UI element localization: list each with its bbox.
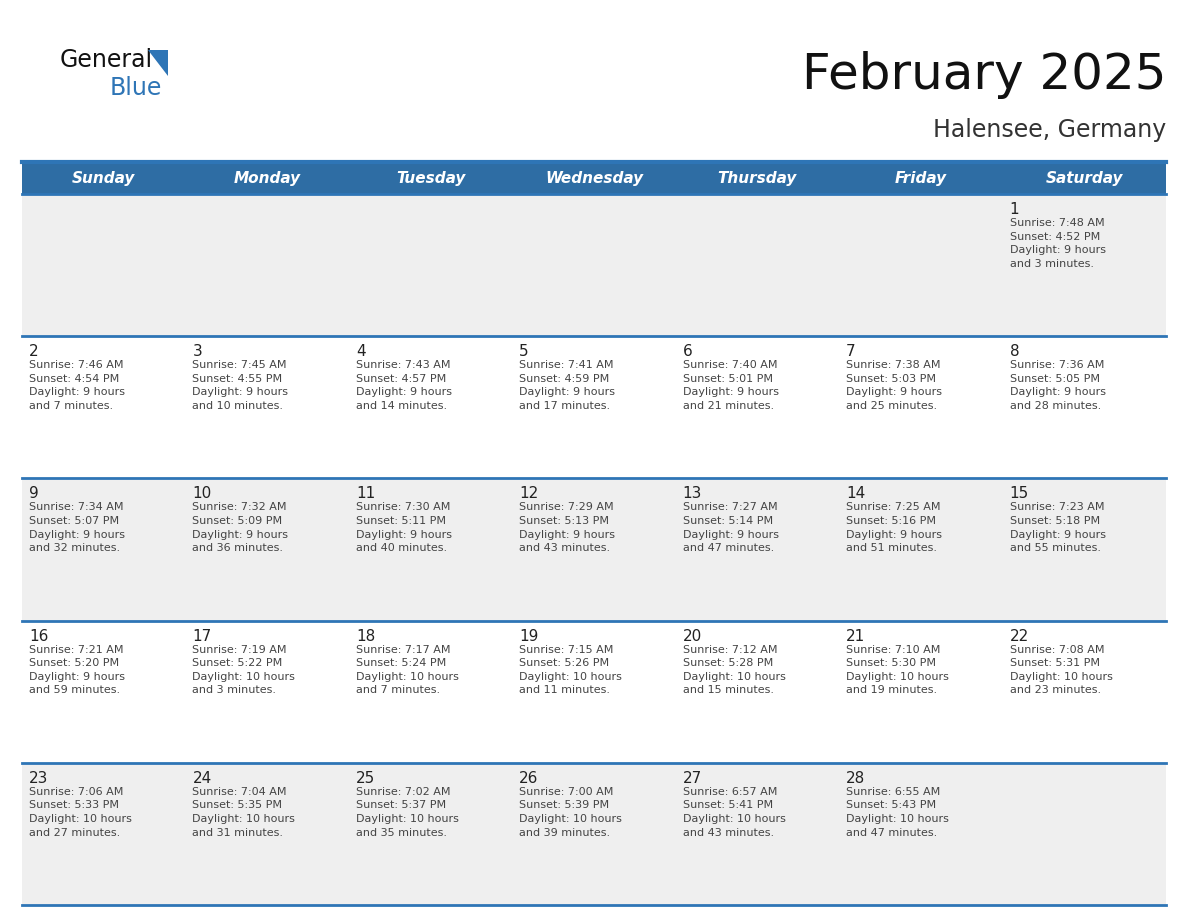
Text: Sunrise: 7:32 AM
Sunset: 5:09 PM
Daylight: 9 hours
and 36 minutes.: Sunrise: 7:32 AM Sunset: 5:09 PM Dayligh… (192, 502, 289, 554)
Text: Sunrise: 7:25 AM
Sunset: 5:16 PM
Daylight: 9 hours
and 51 minutes.: Sunrise: 7:25 AM Sunset: 5:16 PM Dayligh… (846, 502, 942, 554)
Text: Tuesday: Tuesday (396, 171, 466, 185)
Text: 12: 12 (519, 487, 538, 501)
Text: 11: 11 (356, 487, 375, 501)
Text: 2: 2 (29, 344, 39, 359)
Text: 21: 21 (846, 629, 865, 644)
Text: 4: 4 (356, 344, 366, 359)
Text: February 2025: February 2025 (802, 51, 1165, 99)
Text: 3: 3 (192, 344, 202, 359)
Text: Sunrise: 7:00 AM
Sunset: 5:39 PM
Daylight: 10 hours
and 39 minutes.: Sunrise: 7:00 AM Sunset: 5:39 PM Dayligh… (519, 787, 623, 837)
Text: 15: 15 (1010, 487, 1029, 501)
Text: Sunrise: 7:23 AM
Sunset: 5:18 PM
Daylight: 9 hours
and 55 minutes.: Sunrise: 7:23 AM Sunset: 5:18 PM Dayligh… (1010, 502, 1106, 554)
Text: 20: 20 (683, 629, 702, 644)
Text: Sunrise: 7:17 AM
Sunset: 5:24 PM
Daylight: 10 hours
and 7 minutes.: Sunrise: 7:17 AM Sunset: 5:24 PM Dayligh… (356, 644, 459, 696)
Text: 14: 14 (846, 487, 865, 501)
Text: 24: 24 (192, 771, 211, 786)
Text: Thursday: Thursday (718, 171, 797, 185)
Text: 18: 18 (356, 629, 375, 644)
Text: Sunrise: 7:34 AM
Sunset: 5:07 PM
Daylight: 9 hours
and 32 minutes.: Sunrise: 7:34 AM Sunset: 5:07 PM Dayligh… (29, 502, 125, 554)
Text: 23: 23 (29, 771, 49, 786)
Text: Sunrise: 6:55 AM
Sunset: 5:43 PM
Daylight: 10 hours
and 47 minutes.: Sunrise: 6:55 AM Sunset: 5:43 PM Dayligh… (846, 787, 949, 837)
Text: 26: 26 (519, 771, 538, 786)
Text: 6: 6 (683, 344, 693, 359)
Text: 7: 7 (846, 344, 855, 359)
Text: Sunrise: 7:21 AM
Sunset: 5:20 PM
Daylight: 9 hours
and 59 minutes.: Sunrise: 7:21 AM Sunset: 5:20 PM Dayligh… (29, 644, 125, 696)
Text: 16: 16 (29, 629, 49, 644)
Text: Monday: Monday (234, 171, 301, 185)
Text: Sunrise: 7:45 AM
Sunset: 4:55 PM
Daylight: 9 hours
and 10 minutes.: Sunrise: 7:45 AM Sunset: 4:55 PM Dayligh… (192, 360, 289, 411)
Text: Sunrise: 7:43 AM
Sunset: 4:57 PM
Daylight: 9 hours
and 14 minutes.: Sunrise: 7:43 AM Sunset: 4:57 PM Dayligh… (356, 360, 451, 411)
Text: Sunrise: 7:29 AM
Sunset: 5:13 PM
Daylight: 9 hours
and 43 minutes.: Sunrise: 7:29 AM Sunset: 5:13 PM Dayligh… (519, 502, 615, 554)
Bar (23, 336, 1165, 478)
Text: Sunrise: 7:36 AM
Sunset: 5:05 PM
Daylight: 9 hours
and 28 minutes.: Sunrise: 7:36 AM Sunset: 5:05 PM Dayligh… (1010, 360, 1106, 411)
Text: Sunrise: 7:27 AM
Sunset: 5:14 PM
Daylight: 9 hours
and 47 minutes.: Sunrise: 7:27 AM Sunset: 5:14 PM Dayligh… (683, 502, 778, 554)
Text: Sunrise: 7:48 AM
Sunset: 4:52 PM
Daylight: 9 hours
and 3 minutes.: Sunrise: 7:48 AM Sunset: 4:52 PM Dayligh… (1010, 218, 1106, 269)
Text: 17: 17 (192, 629, 211, 644)
Text: Sunrise: 7:46 AM
Sunset: 4:54 PM
Daylight: 9 hours
and 7 minutes.: Sunrise: 7:46 AM Sunset: 4:54 PM Dayligh… (29, 360, 125, 411)
Text: 28: 28 (846, 771, 865, 786)
Text: 8: 8 (1010, 344, 1019, 359)
Text: General: General (61, 48, 153, 72)
Text: Sunrise: 6:57 AM
Sunset: 5:41 PM
Daylight: 10 hours
and 43 minutes.: Sunrise: 6:57 AM Sunset: 5:41 PM Dayligh… (683, 787, 785, 837)
Text: 1: 1 (1010, 202, 1019, 217)
Text: Sunrise: 7:15 AM
Sunset: 5:26 PM
Daylight: 10 hours
and 11 minutes.: Sunrise: 7:15 AM Sunset: 5:26 PM Dayligh… (519, 644, 623, 696)
Text: Halensee, Germany: Halensee, Germany (933, 118, 1165, 142)
Bar (23, 162, 1165, 194)
Text: Sunrise: 7:04 AM
Sunset: 5:35 PM
Daylight: 10 hours
and 31 minutes.: Sunrise: 7:04 AM Sunset: 5:35 PM Dayligh… (192, 787, 296, 837)
Text: Sunrise: 7:10 AM
Sunset: 5:30 PM
Daylight: 10 hours
and 19 minutes.: Sunrise: 7:10 AM Sunset: 5:30 PM Dayligh… (846, 644, 949, 696)
Text: 9: 9 (29, 487, 39, 501)
Text: Sunrise: 7:19 AM
Sunset: 5:22 PM
Daylight: 10 hours
and 3 minutes.: Sunrise: 7:19 AM Sunset: 5:22 PM Dayligh… (192, 644, 296, 696)
Text: Sunrise: 7:40 AM
Sunset: 5:01 PM
Daylight: 9 hours
and 21 minutes.: Sunrise: 7:40 AM Sunset: 5:01 PM Dayligh… (683, 360, 778, 411)
Text: Wednesday: Wednesday (545, 171, 643, 185)
Text: Saturday: Saturday (1045, 171, 1123, 185)
Text: 25: 25 (356, 771, 375, 786)
Bar (23, 478, 1165, 621)
Text: 10: 10 (192, 487, 211, 501)
Bar (23, 621, 1165, 763)
Bar (23, 194, 1165, 336)
Bar (23, 763, 1165, 905)
Text: Sunrise: 7:12 AM
Sunset: 5:28 PM
Daylight: 10 hours
and 15 minutes.: Sunrise: 7:12 AM Sunset: 5:28 PM Dayligh… (683, 644, 785, 696)
Text: Sunrise: 7:30 AM
Sunset: 5:11 PM
Daylight: 9 hours
and 40 minutes.: Sunrise: 7:30 AM Sunset: 5:11 PM Dayligh… (356, 502, 451, 554)
Text: 5: 5 (519, 344, 529, 359)
Text: 13: 13 (683, 487, 702, 501)
Text: Sunrise: 7:41 AM
Sunset: 4:59 PM
Daylight: 9 hours
and 17 minutes.: Sunrise: 7:41 AM Sunset: 4:59 PM Dayligh… (519, 360, 615, 411)
Text: Sunday: Sunday (72, 171, 135, 185)
Text: 19: 19 (519, 629, 538, 644)
Text: Sunrise: 7:02 AM
Sunset: 5:37 PM
Daylight: 10 hours
and 35 minutes.: Sunrise: 7:02 AM Sunset: 5:37 PM Dayligh… (356, 787, 459, 837)
Text: 27: 27 (683, 771, 702, 786)
Text: Friday: Friday (895, 171, 947, 185)
Text: Sunrise: 7:08 AM
Sunset: 5:31 PM
Daylight: 10 hours
and 23 minutes.: Sunrise: 7:08 AM Sunset: 5:31 PM Dayligh… (1010, 644, 1112, 696)
Text: Sunrise: 7:06 AM
Sunset: 5:33 PM
Daylight: 10 hours
and 27 minutes.: Sunrise: 7:06 AM Sunset: 5:33 PM Dayligh… (29, 787, 132, 837)
Text: Blue: Blue (110, 76, 163, 100)
Text: Sunrise: 7:38 AM
Sunset: 5:03 PM
Daylight: 9 hours
and 25 minutes.: Sunrise: 7:38 AM Sunset: 5:03 PM Dayligh… (846, 360, 942, 411)
Text: 22: 22 (1010, 629, 1029, 644)
Polygon shape (148, 50, 168, 76)
